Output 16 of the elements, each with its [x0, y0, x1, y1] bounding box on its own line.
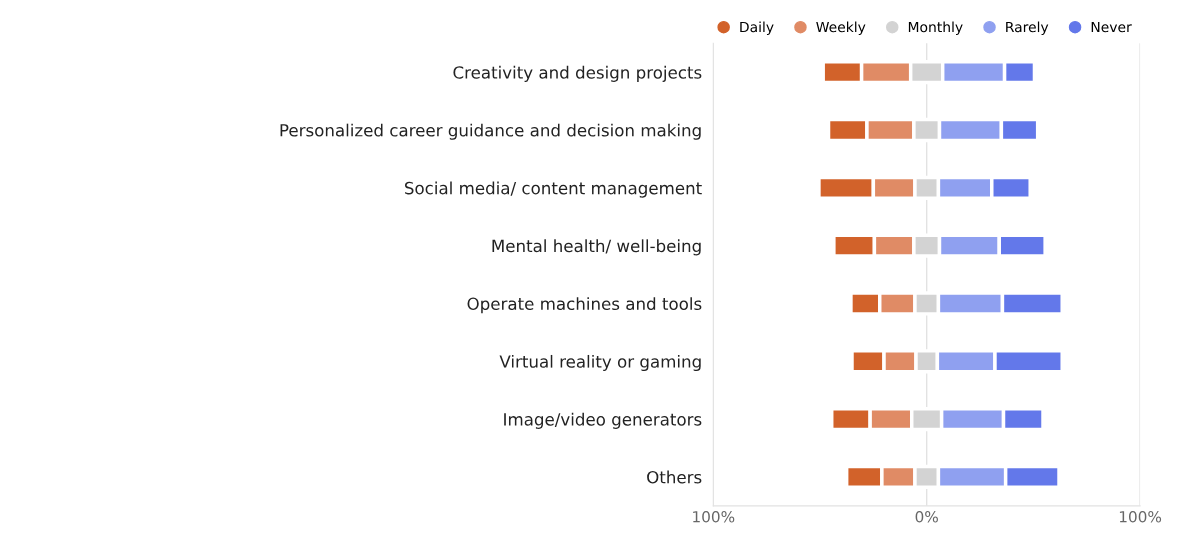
legend-label: Monthly [908, 21, 963, 35]
y-tick-label: Virtual reality or gaming [499, 354, 701, 372]
legend-label: Daily [740, 21, 774, 35]
legend-label: Weekly [816, 21, 866, 35]
y-tick-label: Mental health/ well-being [492, 239, 701, 256]
x-tick-label: 0% [915, 510, 938, 523]
legend-label: Rarely [1006, 21, 1049, 35]
y-tick-label: Image/video generators [504, 412, 702, 429]
x-tick-label: 100% [1119, 510, 1162, 523]
y-tick-label: Social media/ content management [404, 181, 702, 198]
y-tick-label: Personalized career guidance and decision making [280, 123, 701, 140]
y-tick-label: Operate machines and tools [467, 297, 702, 314]
y-tick-label: Creativity and design projects [453, 65, 702, 82]
legend-label: Never [1091, 21, 1132, 33]
x-tick-label: 100% [693, 510, 735, 523]
y-tick-label: Others [647, 470, 702, 484]
